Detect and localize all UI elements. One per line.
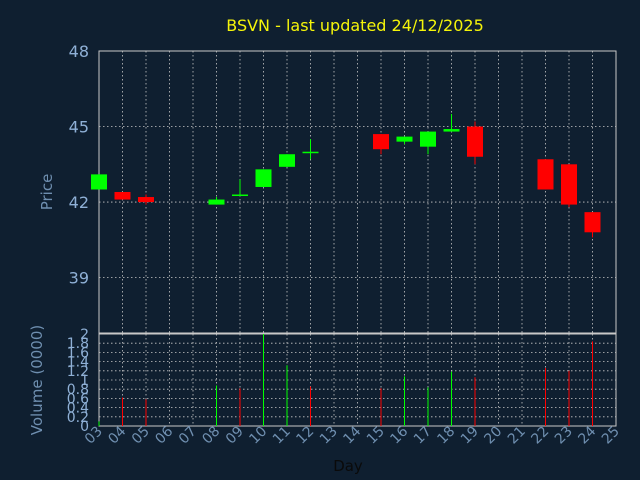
x-tick-label: 05 — [129, 424, 153, 448]
x-tick-label: 21 — [505, 424, 529, 448]
volume-y-tick-label: 0.8 — [67, 382, 89, 398]
candle-body — [420, 131, 436, 147]
candle-body — [467, 126, 483, 157]
x-tick-label: 19 — [458, 424, 482, 448]
volume-axis-label: Volume (0000) — [28, 325, 46, 435]
candle-body — [443, 129, 460, 132]
volume-y-tick-label: 0.4 — [67, 401, 89, 417]
candle-body — [232, 194, 248, 197]
x-tick-label: 15 — [364, 424, 388, 448]
candle-body — [279, 154, 295, 167]
x-tick-label: 17 — [411, 424, 435, 448]
price-panel: 39 42 45 48 Price — [38, 42, 617, 334]
volume-y-tick-label: 1.8 — [67, 336, 89, 352]
volume-panel: 00.20.40.60.811.21.41.61.82 Volume (0000… — [28, 325, 617, 435]
x-axis-label: Day — [333, 457, 363, 475]
x-tick-label: 16 — [387, 423, 411, 447]
chart-title: BSVN - last updated 24/12/2025 — [226, 16, 484, 35]
price-y-ticks: 39 42 45 48 — [69, 42, 89, 288]
volume-y-tick-label: 0 — [80, 419, 89, 435]
volume-plot-frame — [98, 333, 617, 427]
volume-y-tick-label: 1 — [80, 373, 89, 389]
candles — [91, 113, 601, 238]
x-tick-label: 11 — [270, 424, 294, 448]
candle-body — [255, 169, 272, 187]
candle-body — [302, 151, 319, 154]
candle-body — [114, 192, 131, 200]
price-y-tick-label: 45 — [69, 118, 89, 137]
volume-y-tick-label: 1.6 — [67, 345, 89, 361]
candle-body — [396, 136, 413, 142]
x-tick-label: 23 — [552, 424, 576, 448]
x-tick-label: 06 — [152, 423, 176, 447]
volume-grid — [98, 333, 617, 427]
candle-body — [373, 134, 389, 150]
price-y-tick-label: 42 — [69, 193, 89, 212]
volume-y-tick-label: 0.6 — [67, 391, 89, 407]
price-y-tick-label: 39 — [69, 269, 89, 288]
volume-y-tick-label: 1.2 — [67, 364, 89, 380]
x-tick-label: 08 — [199, 424, 223, 448]
volume-y-tick-label: 0.2 — [67, 410, 89, 426]
x-tick-label: 10 — [246, 424, 270, 448]
x-tick-label: 22 — [528, 424, 552, 448]
x-axis-ticks: 03 04 05 06 07 08 09 10 11 12 13 14 15 16 17 18 19 20 21 22… — [82, 423, 623, 447]
candle-body — [561, 164, 577, 205]
x-tick-label: 13 — [317, 424, 341, 448]
price-axis-label: Price — [38, 174, 56, 211]
volume-y-tick-label: 1.4 — [67, 355, 89, 371]
x-tick-label: 04 — [105, 423, 129, 447]
x-tick-label: 09 — [223, 424, 247, 448]
candle-body — [91, 174, 107, 190]
x-tick-label: 12 — [293, 424, 317, 448]
candle-body — [537, 159, 554, 190]
volume-y-ticks: 00.20.40.60.811.21.41.61.82 — [67, 327, 89, 435]
x-tick-label: 18 — [434, 424, 458, 448]
price-y-tick-label: 48 — [69, 42, 89, 61]
x-tick-label: 24 — [575, 423, 599, 447]
volume-y-tick-label: 2 — [80, 327, 89, 343]
volume-bars — [98, 334, 593, 426]
candle-body — [208, 199, 225, 205]
x-tick-label: 25 — [599, 424, 623, 448]
price-grid — [98, 50, 617, 333]
x-tick-label: 07 — [176, 424, 200, 448]
x-tick-label: 20 — [481, 424, 505, 448]
candle-body — [138, 197, 154, 203]
candle-body — [584, 212, 601, 233]
x-tick-label: 14 — [340, 423, 364, 447]
